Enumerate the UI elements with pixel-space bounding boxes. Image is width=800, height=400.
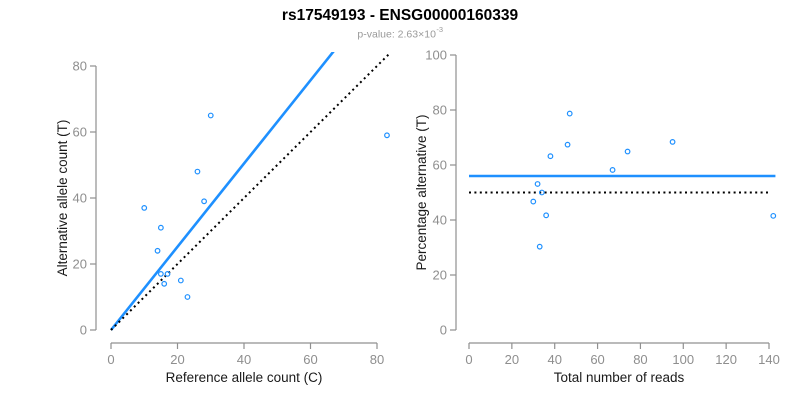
data-point <box>538 189 545 196</box>
identity-line <box>110 52 389 331</box>
data-points <box>530 110 777 250</box>
x-axis-title: Reference allele count (C) <box>166 370 323 385</box>
data-point <box>141 204 148 211</box>
data-point <box>566 110 573 117</box>
data-point <box>669 138 676 145</box>
data-point <box>770 212 777 219</box>
data-point <box>154 247 161 254</box>
y-axis-title: Percentage alternative (T) <box>414 114 429 270</box>
data-point <box>157 224 164 231</box>
data-point <box>547 153 554 160</box>
data-point <box>161 280 168 287</box>
y-tick-label: 20 <box>433 268 447 283</box>
y-tick-label: 80 <box>73 59 87 74</box>
data-point <box>536 243 543 250</box>
x-axis-title: Total number of reads <box>554 370 685 385</box>
data-point <box>543 212 550 219</box>
y-tick-label: 60 <box>73 125 87 140</box>
x-tick-label: 0 <box>107 352 114 367</box>
y-tick-label: 40 <box>433 213 447 228</box>
y-tick-label: 20 <box>73 257 87 272</box>
reference-lines <box>109 52 389 331</box>
data-point <box>534 181 541 187</box>
pvalue-text: p-value: 2.63×10 <box>357 28 436 41</box>
y-tick-label: 0 <box>80 323 87 338</box>
data-point <box>177 277 184 284</box>
x-tick-label: 80 <box>633 352 647 367</box>
x-axis: 0 20 40 60 80 Reference allele count (C) <box>107 342 384 385</box>
data-point <box>201 198 208 205</box>
data-points <box>141 112 390 300</box>
reference-lines <box>469 174 776 194</box>
x-tick-label: 0 <box>465 352 472 367</box>
y-axis: 0 20 40 60 80 Alternative allele count (T) <box>55 59 97 338</box>
data-point <box>609 167 616 173</box>
x-tick-label: 80 <box>370 352 384 367</box>
pvalue-exponent: -3 <box>436 25 444 35</box>
y-axis-title: Alternative allele count (T) <box>55 120 70 277</box>
data-point <box>530 198 537 205</box>
x-tick-label: 120 <box>715 352 737 367</box>
y-tick-label: 40 <box>73 191 87 206</box>
x-tick-label: 40 <box>547 352 561 367</box>
y-axis: 0 20 40 60 80 100 Percentage alternative (T) <box>414 48 457 338</box>
fitted-ratio-line <box>109 52 335 331</box>
data-point <box>157 271 164 277</box>
chart-title: rs17549193 - ENSG00000160339 <box>281 7 519 24</box>
data-point <box>194 168 201 175</box>
figure-header: rs17549193 - ENSG00000160339 p-value: 2.… <box>0 7 800 41</box>
data-point <box>384 132 390 139</box>
data-point <box>184 294 191 300</box>
data-point <box>564 141 571 148</box>
x-tick-label: 60 <box>303 352 317 367</box>
x-tick-label: 40 <box>237 352 251 367</box>
x-tick-label: 20 <box>170 352 184 367</box>
data-point <box>624 148 631 155</box>
data-point <box>207 112 214 119</box>
x-tick-label: 20 <box>505 352 519 367</box>
x-axis: 0 20 40 60 80 100 120 140 Total number of reads <box>465 342 780 385</box>
y-tick-label: 60 <box>433 158 447 173</box>
y-tick-label: 100 <box>425 48 447 63</box>
x-tick-label: 140 <box>758 352 780 367</box>
y-tick-label: 80 <box>433 103 447 118</box>
y-tick-label: 0 <box>440 323 447 338</box>
allele-counts-scatter: 0 20 40 60 80 Reference allele count (C) 0 20 40… <box>55 52 390 385</box>
x-tick-label: 100 <box>672 352 694 367</box>
x-tick-label: 60 <box>590 352 604 367</box>
data-point <box>164 271 171 277</box>
chart-subtitle-pvalue: p-value: 2.63×10-3 <box>0 25 800 41</box>
